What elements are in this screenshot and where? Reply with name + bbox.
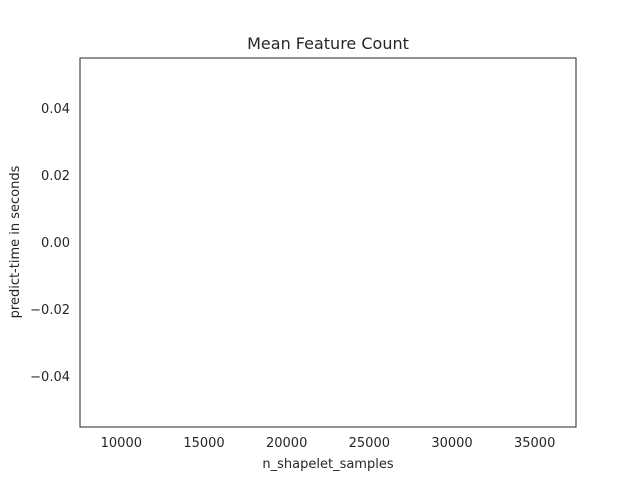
- y-tick-label: 0.02: [41, 169, 70, 184]
- x-tick-label: 30000: [431, 436, 472, 451]
- y-tick-label: −0.02: [30, 303, 70, 318]
- x-axis: 10000 15000 20000 25000 30000 35000: [101, 436, 556, 451]
- x-tick-label: 35000: [514, 436, 555, 451]
- y-axis-label: predict-time in seconds: [8, 165, 23, 318]
- x-tick-label: 15000: [183, 436, 224, 451]
- x-tick-label: 20000: [266, 436, 307, 451]
- x-tick-label: 10000: [101, 436, 142, 451]
- x-axis-label: n_shapelet_samples: [262, 457, 393, 472]
- y-axis: 0.04 0.02 0.00 −0.02 −0.04: [30, 102, 70, 385]
- chart-title: Mean Feature Count: [247, 34, 409, 53]
- plot-area: [79, 57, 577, 428]
- y-tick-label: −0.04: [30, 370, 70, 385]
- x-tick-label: 25000: [349, 436, 390, 451]
- y-tick-label: 0.00: [41, 236, 70, 251]
- y-tick-label: 0.04: [41, 102, 70, 117]
